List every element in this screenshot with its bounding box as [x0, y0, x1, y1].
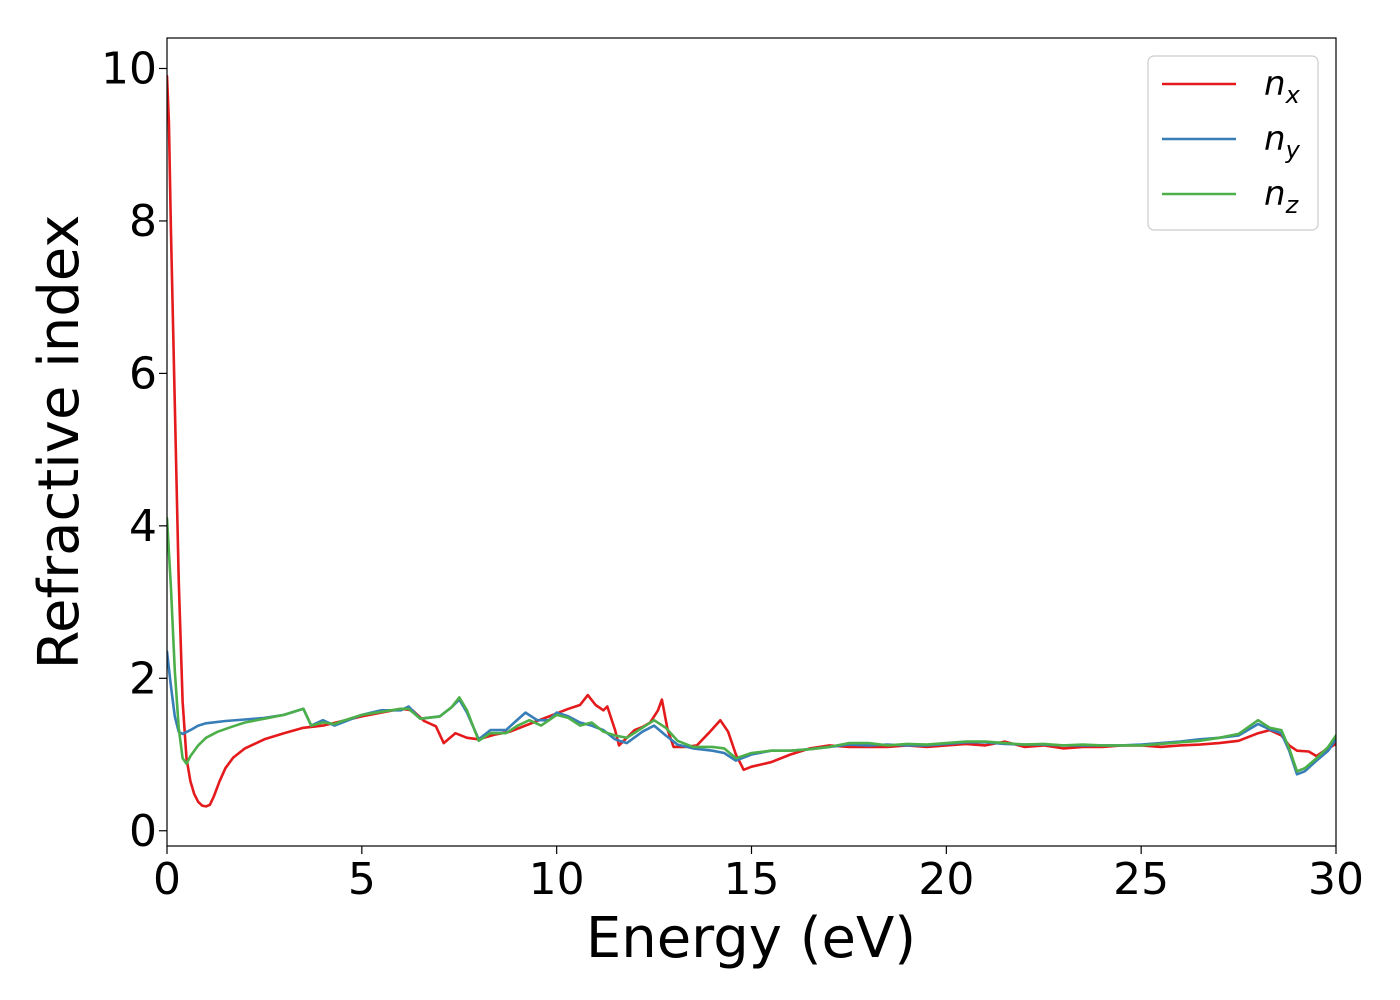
- y-tick-label: 8: [129, 196, 157, 247]
- x-axis: 0 5 10 15 20 25 30: [153, 846, 1364, 905]
- x-tick-label: 25: [1113, 854, 1169, 905]
- x-tick-label: 20: [918, 854, 974, 905]
- y-tick-label: 4: [129, 501, 157, 552]
- x-axis-title: Energy (eV): [586, 906, 916, 971]
- legend-label-n-y: ny: [1264, 119, 1301, 164]
- y-tick-label: 0: [129, 806, 157, 857]
- series-group: [167, 74, 1336, 808]
- x-tick-label: 15: [724, 854, 780, 905]
- legend-label-n-x: nx: [1264, 64, 1301, 109]
- x-tick-label: 10: [529, 854, 585, 905]
- series-line-n-z: [167, 516, 1336, 773]
- legend-label-n-z: nz: [1264, 174, 1300, 219]
- x-tick-label: 0: [153, 854, 181, 905]
- legend: nx ny nz: [1147, 55, 1319, 231]
- y-axis-title: Refractive index: [27, 215, 92, 670]
- y-axis: 0 2 4 6 8 10: [101, 43, 167, 857]
- y-tick-label: 6: [129, 348, 157, 399]
- y-tick-label: 2: [129, 653, 157, 704]
- y-tick-label: 10: [101, 43, 157, 94]
- x-tick-label: 5: [348, 854, 376, 905]
- legend-box: [1147, 55, 1319, 231]
- x-tick-label: 30: [1308, 854, 1364, 905]
